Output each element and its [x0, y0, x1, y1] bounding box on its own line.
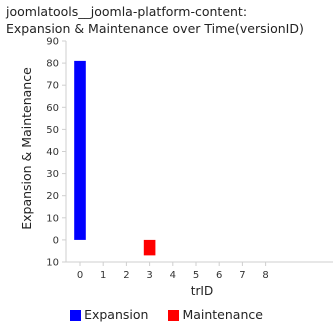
legend-item-expansion: Expansion: [70, 307, 148, 323]
x-tick-label: 7: [239, 270, 245, 281]
x-axis: 0 1 2 3 4 5 6 7 8: [66, 261, 333, 281]
x-axis-label: trID: [191, 284, 213, 298]
x-tick-label: 0: [77, 270, 83, 281]
y-tick-label: 80: [46, 59, 59, 70]
y-tick-label: 10: [46, 258, 59, 269]
x-tick-label: 6: [216, 270, 222, 281]
y-tick-label: 40: [46, 147, 59, 158]
legend-label-expansion: Expansion: [84, 307, 149, 322]
y-axis: 90 80 70 60 50 40 30 20 10 0 10: [46, 37, 67, 269]
bar-maintenance: [143, 239, 156, 256]
x-tick-label: 8: [262, 270, 268, 281]
y-tick-label: 60: [46, 103, 59, 114]
legend-label-maintenance: Maintenance: [182, 307, 263, 322]
y-axis-label: Expansion & Maintenance: [19, 67, 34, 230]
chart-title-line-2: Expansion & Maintenance over Time(versio…: [6, 21, 304, 36]
y-tick-label: 0: [53, 235, 59, 246]
chart-title: joomlatools__joomla-platform-content: Ex…: [6, 3, 304, 37]
y-tick-label: 10: [46, 213, 59, 224]
legend-swatch-maintenance: [168, 309, 180, 321]
x-tick-label: 3: [146, 270, 152, 281]
chart-plot: 90 80 70 60 50 40 30 20 10 0 10 0 1 2 3 4 5 6 7 8 Expansio…: [19, 37, 333, 298]
y-tick-label: 50: [46, 125, 59, 136]
x-tick-label: 5: [193, 270, 199, 281]
legend: Expansion Maintenance: [0, 307, 333, 323]
y-tick-label: 20: [46, 191, 59, 202]
y-tick-label: 70: [46, 81, 59, 92]
chart-title-line-1: joomlatools__joomla-platform-content:: [6, 4, 248, 19]
x-tick-label: 1: [100, 270, 106, 281]
legend-swatch-expansion: [70, 309, 82, 321]
y-tick-label: 90: [46, 37, 59, 48]
y-tick-label: 30: [46, 169, 59, 180]
bar-expansion: [74, 60, 86, 240]
x-tick-label: 4: [170, 270, 176, 281]
legend-item-maintenance: Maintenance: [168, 307, 263, 323]
x-tick-label: 2: [123, 270, 129, 281]
bars: [74, 60, 156, 256]
